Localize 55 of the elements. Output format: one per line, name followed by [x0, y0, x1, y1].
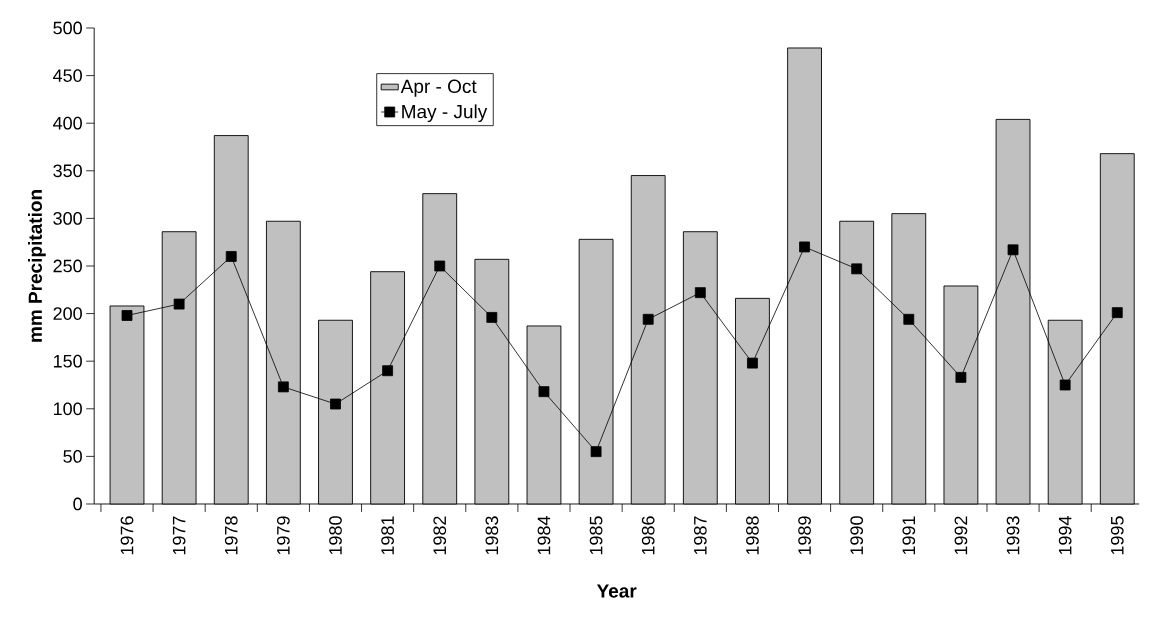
x-tick-label: 1994 [1058, 516, 1072, 555]
legend-label: May - July [402, 104, 488, 123]
point [1059, 379, 1071, 391]
point [747, 357, 758, 369]
y-tick-label: 150 [53, 354, 82, 368]
y-tick-label: 50 [63, 450, 82, 463]
point [330, 398, 341, 410]
point [903, 313, 915, 325]
y-tick-label: 450 [53, 69, 82, 82]
point [1007, 244, 1019, 256]
legend-label: Apr - Oct [400, 79, 477, 97]
x-tick-label: 1977 [172, 516, 186, 555]
point [799, 241, 810, 253]
point [538, 386, 550, 398]
y-tick-label: 0 [73, 497, 82, 511]
y-tick-label: 250 [53, 259, 82, 273]
x-tick-label: 1987 [693, 516, 707, 555]
point [1111, 307, 1123, 319]
point [382, 365, 393, 377]
x-tick-label: 1988 [746, 516, 759, 555]
x-tick-label: 1983 [485, 516, 499, 555]
x-tick-label: 1992 [954, 516, 968, 555]
point [590, 446, 602, 458]
point [694, 287, 706, 299]
x-tick-label: 1979 [276, 516, 290, 555]
point [486, 312, 498, 323]
y-tick-label: 100 [53, 402, 82, 416]
y-tick-label: 200 [53, 307, 82, 320]
y-tick-label: 300 [53, 212, 82, 225]
x-tick-label: 1989 [798, 516, 811, 555]
x-tick-label: 1985 [589, 516, 603, 555]
y-tick-label: 500 [53, 21, 82, 35]
point [121, 310, 133, 321]
x-tick-label: 1976 [120, 516, 134, 555]
x-tick-label: 1980 [329, 516, 342, 555]
point [173, 298, 185, 310]
x-tick-label: 1990 [850, 516, 864, 555]
x-axis-title: Year [596, 584, 637, 598]
point [851, 263, 863, 275]
point [955, 371, 967, 383]
point [277, 381, 289, 393]
x-tick-label: 1991 [902, 516, 916, 555]
x-tick-label: 1978 [224, 516, 238, 555]
y-axis-title: mm Precipitation [28, 190, 46, 342]
x-tick-label: 1981 [381, 516, 394, 555]
point [225, 251, 237, 262]
point [434, 260, 446, 272]
point [642, 313, 654, 325]
x-tick-label: 1993 [1006, 516, 1020, 555]
x-tick-label: 1986 [641, 516, 655, 555]
y-tick-label: 350 [53, 164, 82, 178]
x-tick-label: 1984 [537, 516, 551, 555]
y-tick-label: 400 [53, 116, 82, 130]
x-tick-label: 1995 [1110, 516, 1124, 555]
x-tick-label: 1982 [433, 516, 447, 555]
